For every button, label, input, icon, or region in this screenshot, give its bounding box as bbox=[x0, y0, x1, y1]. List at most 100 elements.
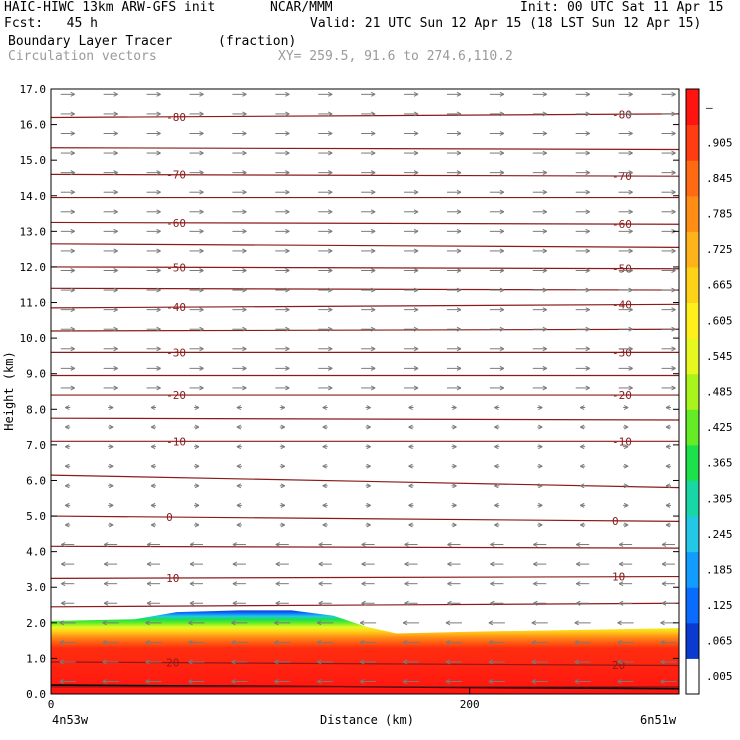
wind-vector-head bbox=[113, 248, 118, 254]
wind-vector-head bbox=[585, 150, 590, 156]
wind-vector-head bbox=[456, 209, 462, 215]
colorbar-swatch bbox=[686, 409, 699, 446]
wind-vector-head bbox=[318, 561, 323, 567]
wind-vector-head bbox=[361, 581, 366, 587]
wind-vector-head bbox=[671, 385, 676, 391]
wind-vector-head bbox=[671, 268, 676, 273]
colorbar-frame bbox=[685, 88, 700, 695]
wind-vector-head bbox=[452, 463, 457, 469]
wind-vector-head bbox=[671, 287, 676, 293]
wind-vector-head bbox=[490, 542, 495, 547]
x-tick-label: 0 bbox=[48, 698, 55, 711]
wind-vector-head bbox=[456, 91, 462, 97]
wind-vector-head bbox=[660, 659, 665, 665]
wind-vector-head bbox=[361, 542, 366, 547]
x-axis-label: Distance (km) bbox=[320, 713, 414, 727]
y-tick-label: 14.0 bbox=[20, 190, 47, 203]
wind-vector-head bbox=[232, 581, 238, 587]
wind-vector-head bbox=[370, 268, 376, 273]
wind-vector-head bbox=[370, 385, 376, 391]
wind-vector-head bbox=[328, 248, 333, 254]
wind-vector-head bbox=[199, 307, 204, 313]
wind-vector-head bbox=[494, 444, 499, 450]
wind-vector-head bbox=[285, 228, 290, 234]
wind-vector-head bbox=[370, 131, 376, 136]
wind-vector-head bbox=[70, 287, 75, 293]
wind-vector-head bbox=[665, 405, 671, 410]
wind-vector-head bbox=[575, 581, 581, 587]
wind-vector-head bbox=[671, 248, 676, 254]
wind-vector-head bbox=[70, 365, 75, 371]
wind-vector-head bbox=[242, 326, 247, 332]
wind-vector-head bbox=[494, 483, 499, 489]
wind-vector-head bbox=[65, 522, 70, 528]
wind-vector-head bbox=[456, 346, 462, 352]
contour-label: -70 bbox=[612, 170, 632, 183]
wind-vector-head bbox=[145, 620, 150, 626]
wind-vector-head bbox=[70, 209, 75, 215]
wind-vector-head bbox=[413, 209, 419, 215]
wind-vector-head bbox=[322, 522, 327, 528]
wind-vector-head bbox=[280, 405, 286, 410]
wind-vector-head bbox=[413, 131, 419, 136]
wind-vector-head bbox=[579, 522, 585, 528]
wind-vector-head bbox=[413, 150, 419, 156]
wind-vector-head bbox=[199, 346, 204, 352]
wind-vector-head bbox=[575, 600, 581, 606]
wind-vector-head bbox=[456, 189, 462, 195]
wind-vector-head bbox=[146, 581, 152, 587]
wind-vector-head bbox=[370, 170, 376, 176]
contour-label: 0 bbox=[612, 515, 619, 528]
wind-vector-head bbox=[113, 131, 118, 136]
wind-vector-head bbox=[408, 502, 413, 508]
wind-vector-head bbox=[113, 307, 118, 313]
wind-vector-head bbox=[242, 268, 247, 273]
wind-vector-head bbox=[456, 287, 462, 293]
wind-vector-head bbox=[452, 444, 457, 450]
temperature-contour bbox=[51, 113, 679, 119]
contour-label: 10 bbox=[612, 571, 625, 584]
wind-vector-head bbox=[585, 287, 590, 293]
wind-vector-head bbox=[665, 502, 671, 508]
wind-vector-head bbox=[542, 385, 548, 391]
wind-vector-head bbox=[628, 365, 633, 371]
wind-vector-head bbox=[660, 639, 665, 645]
wind-vector-head bbox=[150, 483, 156, 489]
wind-vector-head bbox=[456, 111, 462, 117]
wind-vector-head bbox=[413, 91, 419, 97]
wind-vector-head bbox=[59, 620, 64, 626]
wind-vector-head bbox=[413, 307, 419, 313]
wind-vector-head bbox=[531, 639, 537, 645]
wind-vector-head bbox=[236, 405, 242, 410]
wind-vector-head bbox=[445, 659, 451, 665]
wind-vector-head bbox=[538, 522, 543, 528]
wind-vector-head bbox=[242, 346, 247, 352]
colorbar-label: .125 bbox=[706, 599, 733, 612]
wind-vector-head bbox=[70, 385, 75, 391]
wind-vector-head bbox=[617, 679, 622, 684]
vectors-label: Circulation vectors bbox=[8, 49, 157, 64]
wind-vector-head bbox=[494, 405, 499, 410]
wind-vector-head bbox=[628, 150, 633, 156]
wind-vector-head bbox=[404, 600, 409, 606]
wind-vector-head bbox=[574, 679, 579, 684]
wind-vector-head bbox=[413, 228, 419, 234]
wind-vector-head bbox=[542, 209, 548, 215]
wind-vector-head bbox=[413, 287, 419, 293]
wind-vector-head bbox=[490, 600, 495, 606]
wind-vector-head bbox=[499, 189, 505, 195]
wind-vector-head bbox=[156, 307, 161, 313]
wind-vector-head bbox=[274, 679, 279, 684]
wind-vector-head bbox=[359, 620, 365, 626]
wind-vector-head bbox=[189, 542, 195, 547]
wind-vector-head bbox=[413, 189, 419, 195]
wind-vector-head bbox=[156, 365, 161, 371]
wind-vector-head bbox=[531, 659, 537, 665]
wind-vector-head bbox=[585, 385, 590, 391]
wind-vector-head bbox=[150, 405, 156, 410]
wind-vector-head bbox=[194, 405, 200, 410]
wind-vector-head bbox=[150, 522, 156, 528]
wind-vector-head bbox=[65, 502, 70, 508]
wind-vector-head bbox=[585, 228, 590, 234]
